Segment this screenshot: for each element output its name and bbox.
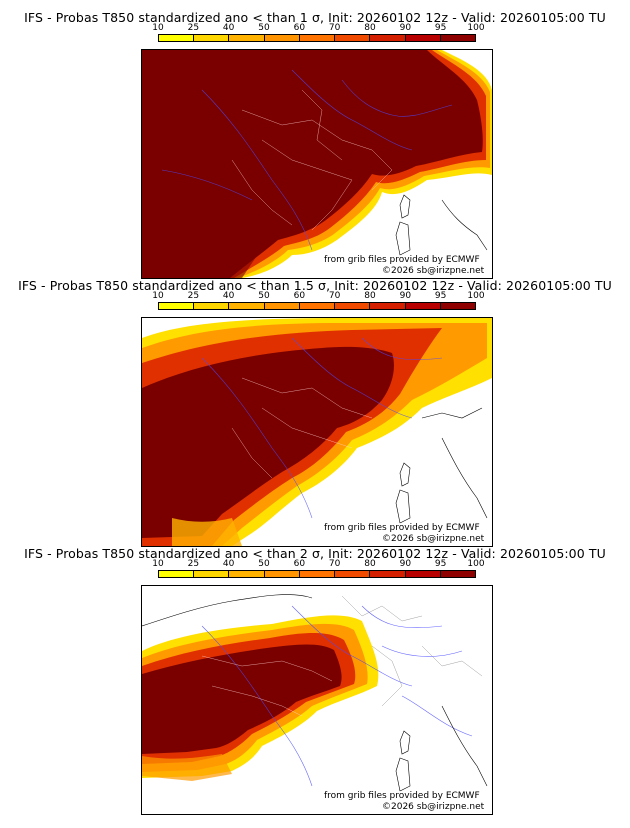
colorbar-tick-label: 100 bbox=[467, 23, 485, 33]
colorbar bbox=[158, 302, 476, 310]
colorbar-segment bbox=[229, 303, 265, 309]
colorbar-tick-label: 50 bbox=[258, 291, 270, 301]
colorbar-tick-label: 60 bbox=[293, 23, 306, 33]
colorbar-segment bbox=[299, 303, 336, 309]
colorbar-tick-label: 95 bbox=[434, 23, 447, 33]
colorbar-segment bbox=[159, 35, 195, 41]
colorbar-tick-label: 50 bbox=[258, 559, 270, 569]
colorbar-tick-label: 95 bbox=[434, 559, 447, 569]
panel-title: IFS - Probas T850 standardized ano < tha… bbox=[24, 10, 606, 25]
colorbar-tick-label: 90 bbox=[399, 291, 412, 301]
colorbar-segment bbox=[370, 35, 406, 41]
colorbar-segment bbox=[440, 35, 475, 41]
copyright-credit: ©2026 sb@irizpne.net bbox=[382, 534, 485, 544]
colorbar-segment bbox=[370, 303, 406, 309]
colorbar-segment bbox=[194, 571, 230, 577]
colorbar-tick-label: 25 bbox=[187, 291, 200, 301]
colorbar-segment bbox=[159, 571, 195, 577]
colorbar-tick-label: 10 bbox=[152, 291, 164, 301]
panel-title: IFS - Probas T850 standardized ano < tha… bbox=[18, 278, 612, 293]
colorbar-tick-label: 10 bbox=[152, 23, 164, 33]
colorbar-segment bbox=[194, 303, 230, 309]
probability-map-1sigma: from grib files provided by ECMWF ©2026 … bbox=[141, 49, 493, 279]
colorbar-segment bbox=[440, 303, 475, 309]
colorbar-segment bbox=[335, 303, 371, 309]
colorbar-segment bbox=[229, 35, 265, 41]
copyright-credit: ©2026 sb@irizpne.net bbox=[382, 266, 485, 276]
colorbar-segment bbox=[405, 303, 441, 309]
colorbar-tick-label: 80 bbox=[364, 23, 376, 33]
colorbar-tick-label: 40 bbox=[222, 559, 235, 569]
colorbar-tick-label: 100 bbox=[467, 559, 485, 569]
colorbar-tick-label: 80 bbox=[364, 559, 376, 569]
source-credit: from grib files provided by ECMWF bbox=[324, 255, 480, 265]
colorbar-segment bbox=[335, 35, 371, 41]
colorbar-tick-label: 50 bbox=[258, 23, 270, 33]
colorbar-tick-label: 90 bbox=[399, 23, 412, 33]
colorbar-segment bbox=[229, 571, 265, 577]
colorbar bbox=[158, 570, 476, 578]
source-credit: from grib files provided by ECMWF bbox=[324, 523, 480, 533]
colorbar-tick-label: 60 bbox=[293, 559, 306, 569]
colorbar-tick-label: 90 bbox=[399, 559, 412, 569]
colorbar-segment bbox=[264, 35, 300, 41]
colorbar-tick-label: 100 bbox=[467, 291, 485, 301]
colorbar-segment bbox=[405, 35, 441, 41]
colorbar-segment bbox=[335, 571, 371, 577]
colorbar-segment bbox=[264, 571, 300, 577]
colorbar-tick-label: 10 bbox=[152, 559, 164, 569]
colorbar-segment bbox=[440, 571, 475, 577]
colorbar-tick-label: 80 bbox=[364, 291, 376, 301]
source-credit: from grib files provided by ECMWF bbox=[324, 791, 480, 801]
map-panel-1: IFS - Probas T850 standardized ano < tha… bbox=[0, 10, 630, 282]
panel-title: IFS - Probas T850 standardized ano < tha… bbox=[24, 546, 606, 561]
colorbar-segment bbox=[405, 571, 441, 577]
colorbar-segment bbox=[299, 35, 336, 41]
colorbar-tick-label: 40 bbox=[222, 291, 235, 301]
map-panel-3: IFS - Probas T850 standardized ano < tha… bbox=[0, 546, 630, 818]
probability-map-2sigma: from grib files provided by ECMWF ©2026 … bbox=[141, 585, 493, 815]
colorbar-segment bbox=[299, 571, 336, 577]
colorbar-tick-label: 40 bbox=[222, 23, 235, 33]
colorbar-tick-label: 70 bbox=[328, 291, 341, 301]
colorbar-tick-label: 60 bbox=[293, 291, 306, 301]
map-panel-2: IFS - Probas T850 standardized ano < tha… bbox=[0, 278, 630, 550]
colorbar-segment bbox=[194, 35, 230, 41]
colorbar-segment bbox=[370, 571, 406, 577]
colorbar-tick-label: 70 bbox=[328, 23, 341, 33]
colorbar-tick-label: 25 bbox=[187, 559, 200, 569]
colorbar-tick-label: 25 bbox=[187, 23, 200, 33]
colorbar-tick-label: 95 bbox=[434, 291, 447, 301]
colorbar-tick-label: 70 bbox=[328, 559, 341, 569]
colorbar-segment bbox=[159, 303, 195, 309]
copyright-credit: ©2026 sb@irizpne.net bbox=[382, 802, 485, 812]
colorbar-segment bbox=[264, 303, 300, 309]
probability-map-1-5sigma: from grib files provided by ECMWF ©2026 … bbox=[141, 317, 493, 547]
colorbar bbox=[158, 34, 476, 42]
